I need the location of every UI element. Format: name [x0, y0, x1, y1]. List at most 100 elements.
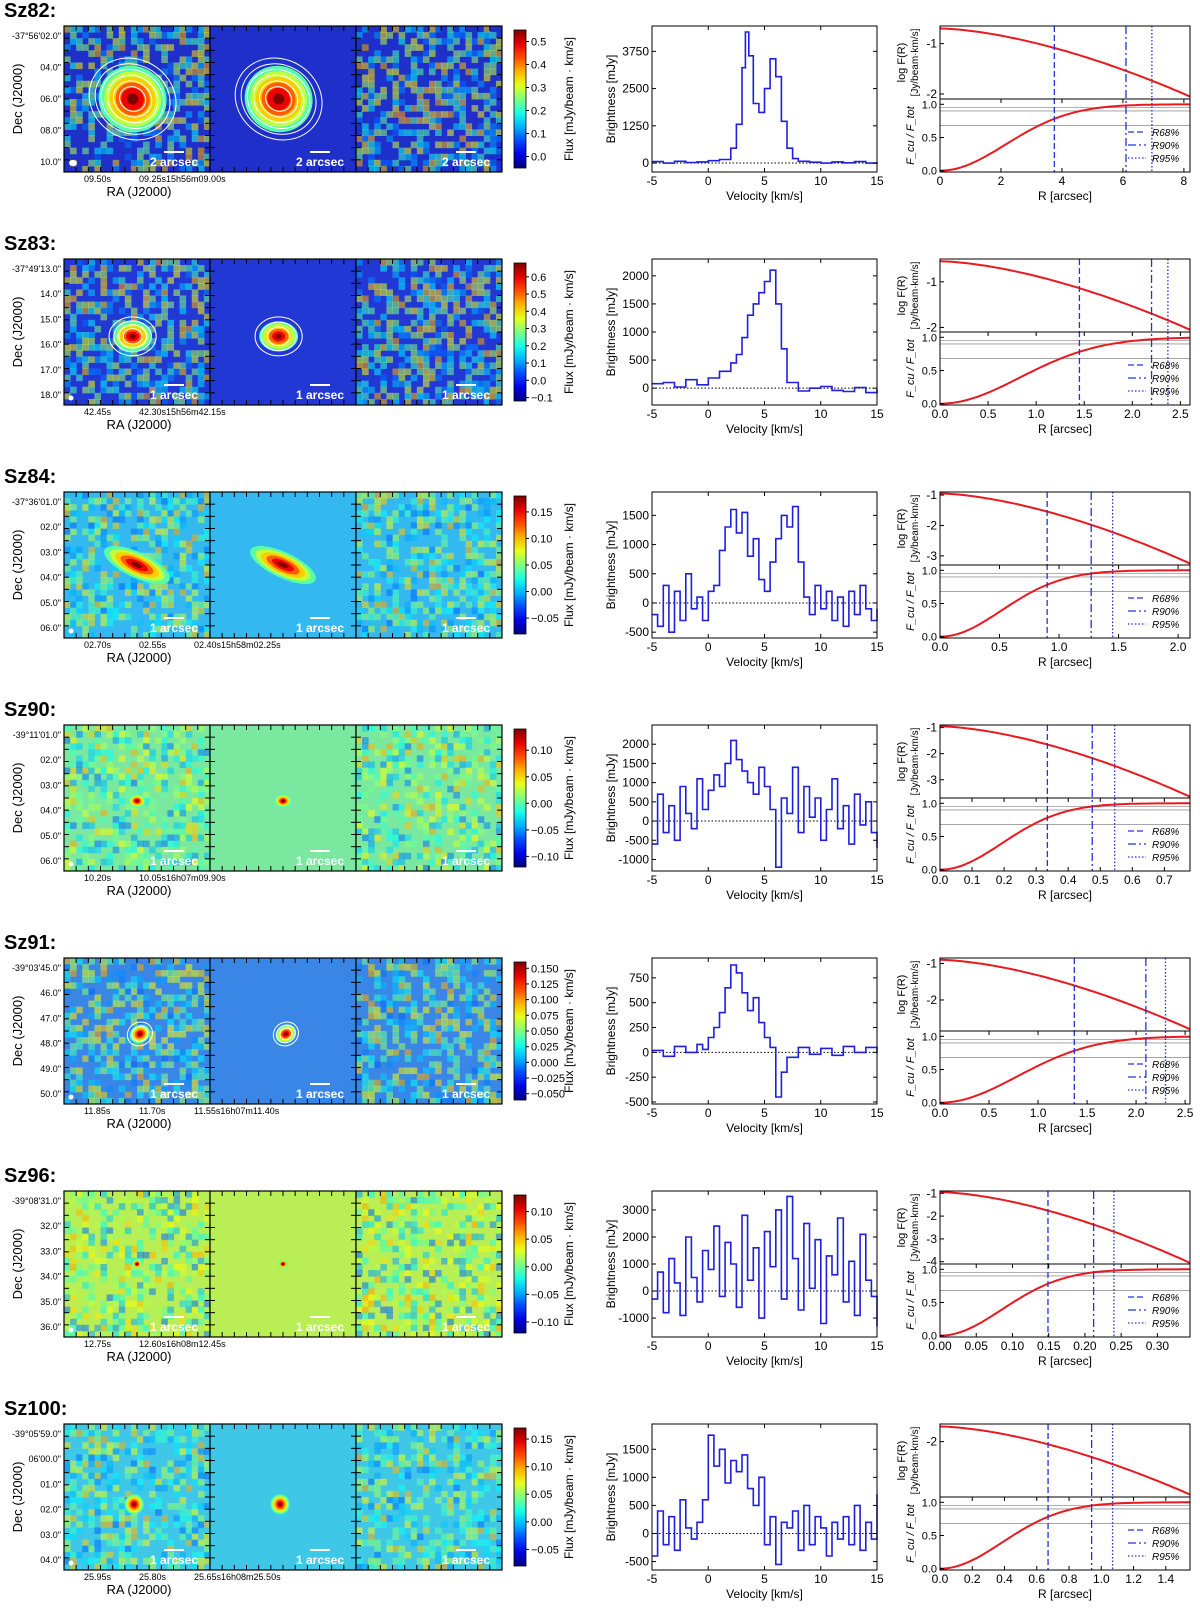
- noise-cell: [64, 332, 71, 339]
- noise-cell: [143, 1300, 150, 1308]
- contour-line: [258, 80, 299, 118]
- noise-cell: [106, 1024, 114, 1032]
- noise-cell: [435, 958, 442, 965]
- noise-cell: [167, 332, 174, 339]
- noise-cell: [203, 26, 211, 33]
- x-tick-label: 10: [814, 640, 828, 654]
- noise-cell: [137, 773, 144, 781]
- noise-cell: [429, 62, 436, 70]
- map-frame: [355, 724, 503, 872]
- noise-cell: [368, 62, 375, 70]
- noise-cell: [410, 510, 418, 517]
- noise-cell: [161, 743, 168, 750]
- y-tick-label: 500: [629, 996, 649, 1010]
- noise-cell: [100, 1091, 108, 1099]
- noise-cell: [118, 976, 126, 983]
- noise-cell: [167, 828, 174, 835]
- noise-cell: [374, 1024, 381, 1032]
- noise-cell: [453, 791, 460, 799]
- y-tick-label: 1.0: [922, 565, 937, 577]
- noise-cell: [82, 773, 89, 781]
- noise-cell: [167, 362, 174, 369]
- noise-cell: [130, 1061, 138, 1068]
- noise-cell: [495, 798, 503, 805]
- noise-cell: [143, 1251, 150, 1259]
- noise-cell: [398, 737, 406, 744]
- noise-cell: [100, 1215, 108, 1222]
- noise-cell: [149, 552, 156, 560]
- noise-cell: [179, 386, 187, 394]
- contour-line: [272, 1021, 300, 1047]
- noise-cell: [161, 755, 168, 762]
- noise-cell: [410, 595, 418, 602]
- noise-cell: [161, 725, 168, 732]
- noise-cell: [167, 498, 174, 505]
- noise-cell: [112, 1049, 120, 1056]
- noise-cell: [471, 368, 479, 376]
- noise-cell: [398, 147, 406, 155]
- noise-cell: [130, 1203, 138, 1210]
- x-tick-label: 10: [814, 1106, 828, 1120]
- noise-cell: [197, 988, 205, 995]
- noise-cell: [167, 613, 174, 621]
- noise-cell: [435, 295, 442, 303]
- log-flux-curve: [939, 725, 1191, 798]
- noise-cell: [386, 344, 393, 351]
- noise-cell: [386, 558, 393, 566]
- fraction-y-label: F_cu / F_tot: [905, 571, 917, 631]
- noise-cell: [447, 964, 454, 971]
- noise-cell: [106, 68, 114, 76]
- noise-cell: [94, 50, 101, 57]
- noise-cell: [179, 62, 187, 70]
- noise-cell: [88, 1191, 95, 1198]
- noise-cell: [465, 350, 473, 357]
- noise-cell: [82, 810, 89, 817]
- noise-cell: [161, 791, 168, 799]
- noise-cell: [386, 1091, 393, 1099]
- noise-cell: [137, 392, 144, 400]
- noise-cell: [447, 26, 454, 33]
- noise-cell: [197, 864, 205, 872]
- noise-cell: [124, 1073, 132, 1081]
- noise-cell: [392, 338, 400, 345]
- noise-cell: [70, 386, 77, 394]
- noise-cell: [429, 755, 436, 762]
- contour-line: [88, 57, 177, 141]
- noise-cell: [94, 111, 101, 118]
- noise-cell: [167, 858, 174, 866]
- noise-cell: [465, 1037, 473, 1044]
- noise-cell: [88, 1330, 95, 1338]
- noise-cell: [82, 1215, 89, 1222]
- noise-cell: [149, 356, 156, 363]
- noise-cell: [465, 50, 473, 57]
- noise-cell: [100, 828, 108, 835]
- noise-cell: [362, 589, 369, 596]
- noise-cell: [465, 528, 473, 536]
- noise-cell: [70, 546, 77, 554]
- noise-cell: [137, 1091, 144, 1099]
- colorbar-tick-label: 0.100: [531, 995, 559, 1007]
- cumulative-fraction-curve: [939, 103, 1190, 172]
- noise-cell: [179, 1097, 187, 1105]
- noise-cell: [112, 1245, 120, 1253]
- noise-cell: [477, 840, 485, 848]
- noise-cell: [130, 374, 138, 382]
- noise-cell: [392, 80, 400, 88]
- noise-cell: [155, 840, 162, 848]
- noise-cell: [118, 1245, 126, 1253]
- noise-cell: [88, 767, 95, 775]
- colorbar-tick-label: 0.1: [531, 129, 546, 141]
- colorbar-tick-label: 0.10: [531, 533, 552, 545]
- noise-cell: [429, 277, 436, 284]
- noise-cell: [173, 619, 181, 627]
- noise-cell: [477, 558, 485, 566]
- noise-cell: [64, 577, 71, 584]
- noise-cell: [94, 565, 101, 572]
- noise-cell: [483, 362, 491, 369]
- noise-cell: [124, 62, 132, 70]
- source-row-sz84: Sz84: 1 arcsec 1 arcsec 1 arcsec -37°36'01.0…: [0, 466, 1200, 699]
- noise-cell: [392, 725, 400, 732]
- noise-cell: [106, 362, 114, 369]
- noise-cell: [88, 92, 95, 100]
- noise-cell: [483, 295, 491, 303]
